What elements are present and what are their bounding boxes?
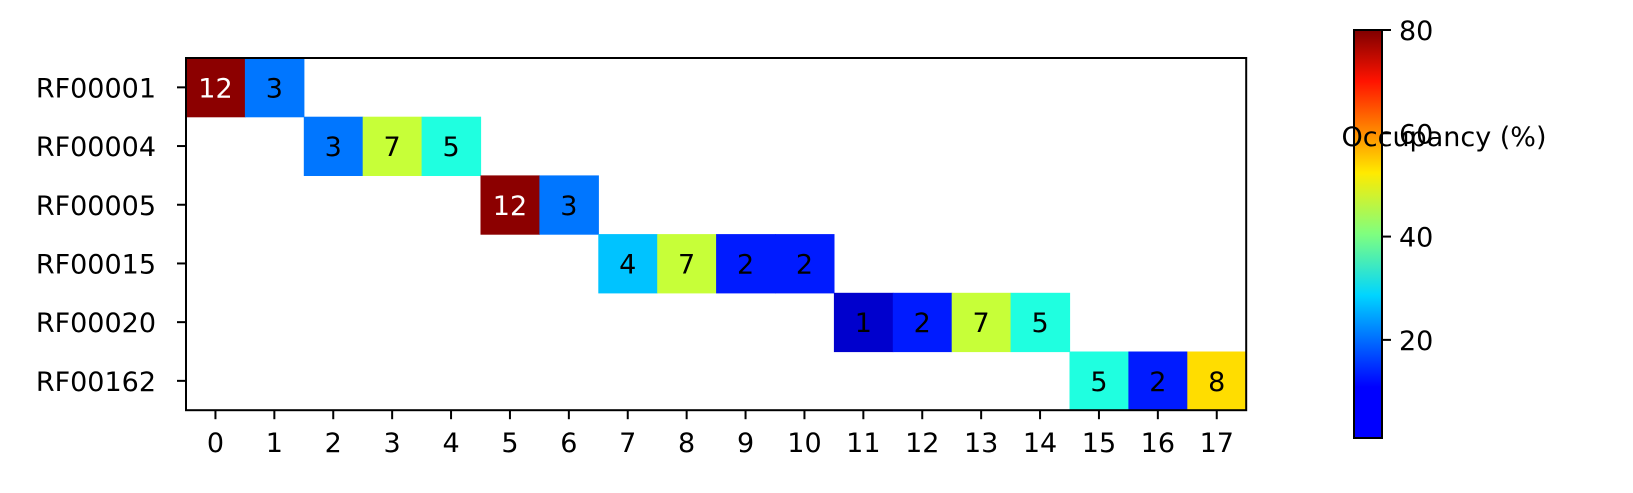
x-tick-label: 9	[737, 428, 754, 459]
cell-value-label: 1	[855, 308, 872, 339]
colorbar-gradient	[1353, 29, 1383, 439]
x-tick-label: 0	[207, 428, 224, 459]
y-tick-label: RF00020	[36, 308, 156, 339]
cell-value-label: 2	[796, 249, 813, 280]
heatmap-cell	[598, 234, 658, 294]
heatmap-cell	[892, 292, 953, 353]
heatmap-cell	[244, 58, 305, 118]
heatmap-cell	[833, 292, 894, 353]
cell-value-label: 12	[198, 73, 232, 104]
x-tick-label: 11	[846, 428, 880, 459]
x-tick-label: 4	[442, 428, 459, 459]
x-tick-label: 17	[1200, 428, 1234, 459]
heatmap-cell	[951, 292, 1012, 353]
cell-value-label: 12	[493, 191, 527, 222]
cell-value-label: 2	[737, 249, 754, 280]
x-tick-label: 2	[325, 428, 342, 459]
cell-value-label: 7	[678, 249, 695, 280]
x-tick-label: 5	[501, 428, 518, 459]
x-tick-label: 13	[964, 428, 998, 459]
heatmap-cell	[303, 116, 364, 176]
heatmap-cell	[186, 58, 246, 118]
cell-value-label: 3	[560, 191, 577, 222]
cell-value-label: 7	[973, 308, 990, 339]
x-tick-label: 15	[1082, 428, 1116, 459]
y-tick-label: RF00015	[36, 249, 156, 280]
cell-value-label: 2	[1149, 367, 1166, 398]
cell-value-label: 2	[914, 308, 931, 339]
heatmap-cell	[1069, 351, 1129, 411]
heatmap-cell	[362, 116, 423, 176]
x-tick-label: 6	[560, 428, 577, 459]
y-axis: RF00001 RF00004 RF00005 RF00015 RF00020 RF001…	[36, 73, 186, 398]
cell-value-label: 4	[619, 249, 636, 280]
heatmap-cell	[775, 234, 835, 294]
x-tick-label: 16	[1141, 428, 1175, 459]
heatmap-cell	[421, 116, 482, 176]
heatmap-cell	[1187, 351, 1247, 411]
x-tick-label: 12	[905, 428, 939, 459]
heatmap-cell	[716, 234, 776, 294]
y-tick-label: RF00001	[36, 73, 156, 104]
heatmap-cell	[1010, 292, 1071, 353]
cell-value-label: 3	[325, 132, 342, 163]
y-tick-label: RF00162	[36, 367, 156, 398]
x-tick-label: 14	[1023, 428, 1057, 459]
x-tick-label: 7	[619, 428, 636, 459]
heatmap-cells: 12 33 7 512 34 7 2 21 2 7 55 2 8	[186, 58, 1247, 411]
cell-value-label: 7	[384, 132, 401, 163]
heatmap-cell	[1128, 351, 1188, 411]
colorbar-tick-label: 20	[1399, 326, 1433, 357]
plot-frame	[185, 57, 1248, 412]
y-tick-label: RF00005	[36, 191, 156, 222]
colorbar-label: Occupancy (%)	[1342, 122, 1547, 153]
cell-value-label: 5	[1031, 308, 1048, 339]
cell-value-label: 5	[1090, 367, 1107, 398]
colorbar: 20 40 60 80 Occupancy (%)	[1342, 16, 1547, 439]
x-tick-label: 1	[266, 428, 283, 459]
cell-value-label: 5	[442, 132, 459, 163]
heatmap-cell	[539, 175, 599, 235]
x-tick-label: 3	[384, 428, 401, 459]
x-tick-label: 8	[678, 428, 695, 459]
cell-value-label: 8	[1208, 367, 1225, 398]
colorbar-tick-label: 60	[1399, 119, 1433, 150]
heatmap-cell	[657, 234, 717, 294]
x-axis: 0 1 2 3 4 5 6 7 8 9 10 11 12 13 14 15 16 17	[207, 410, 1234, 459]
cell-value-label: 3	[266, 73, 283, 104]
heatmap-cell	[480, 175, 540, 235]
colorbar-tick-label: 40	[1399, 223, 1433, 254]
colorbar-tick-label: 80	[1399, 16, 1433, 47]
x-tick-label: 10	[787, 428, 821, 459]
y-tick-label: RF00004	[36, 132, 156, 163]
